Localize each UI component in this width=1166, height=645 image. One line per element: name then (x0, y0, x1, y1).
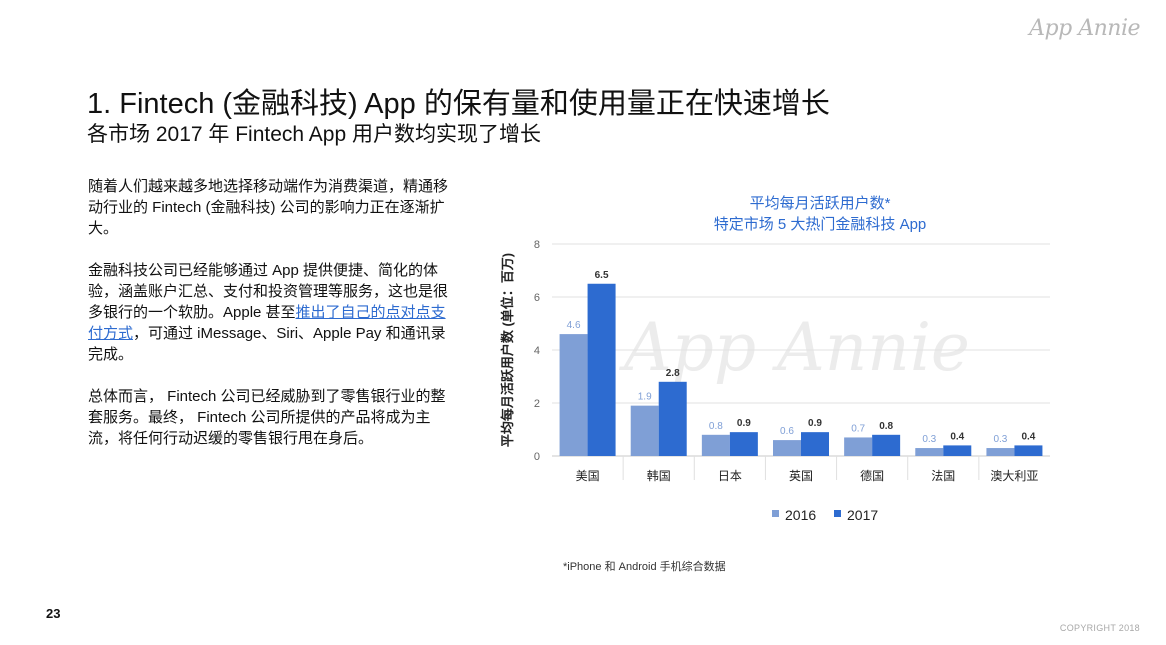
paragraph-2-text-a: 金融科技公司已经能够通过 App 提供便捷、简化的体验，涵盖账户汇总、支付和投资… (88, 262, 449, 321)
bar-2016-0 (559, 334, 588, 456)
bar-2016-2 (701, 434, 730, 456)
legend-label: 2017 (847, 507, 878, 523)
bar-2017-3 (801, 432, 829, 456)
paragraph-2: 金融科技公司已经能够通过 App 提供便捷、简化的体验，涵盖账户汇总、支付和投资… (88, 260, 460, 365)
data-label-2016: 0.3 (993, 434, 1007, 445)
legend-label: 2016 (785, 507, 816, 523)
data-label-2016: 0.6 (780, 426, 794, 437)
y-tick-label: 0 (534, 451, 540, 463)
bar-2016-5 (915, 448, 944, 456)
data-label-2016: 0.8 (709, 421, 723, 432)
x-tick-label: 日本 (718, 469, 742, 483)
y-axis-title: 平均每月活跃用户数 (单位：百万) (500, 253, 515, 447)
bar-2016-1 (630, 405, 659, 456)
x-tick-label: 德国 (860, 468, 884, 483)
app-annie-logo: App Annie (1029, 16, 1140, 41)
bar-2016-4 (844, 437, 873, 456)
page-subtitle: 各市场 2017 年 Fintech App 用户数均实现了增长 (87, 123, 541, 146)
x-tick-label: 澳大利亚 (990, 469, 1038, 483)
y-tick-label: 8 (534, 239, 540, 251)
x-tick-label: 美国 (576, 469, 600, 483)
data-label-2017: 0.4 (1021, 431, 1035, 442)
bar-2017-5 (943, 445, 972, 456)
chart-title: 平均每月活跃用户数* (749, 195, 891, 212)
copyright: COPYRIGHT 2018 (1059, 623, 1140, 633)
paragraph-3: 总体而言， Fintech 公司已经威胁到了零售银行业的整套服务。最终， Fin… (88, 388, 446, 447)
bar-2017-1 (658, 381, 687, 456)
bar-2017-6 (1014, 445, 1043, 456)
bar-chart: App Annie 0 2 4 6 8 平均每月活跃用户数 (单位：百万) 4.6 6.5 美国 1… (500, 239, 1050, 523)
y-tick-label: 6 (534, 292, 540, 304)
data-label-2016: 1.9 (638, 392, 652, 403)
bar-2017-4 (872, 434, 901, 456)
legend-swatch-2017 (834, 510, 841, 517)
paragraph-1: 随着人们越来越多地选择移动端作为消费渠道，精通移动行业的 Fintech (金融… (88, 178, 449, 237)
bar-2016-6 (986, 448, 1015, 456)
y-tick-label: 4 (534, 345, 540, 357)
data-label-2017: 2.8 (666, 368, 680, 379)
data-label-2017: 0.8 (879, 421, 893, 432)
bar-2016-3 (773, 440, 801, 456)
bar-2017-2 (729, 432, 758, 456)
x-tick-label: 韩国 (647, 468, 671, 483)
page-number: 23 (46, 606, 61, 621)
chart-subtitle: 特定市场 5 大热门金融科技 App (713, 216, 927, 233)
x-tick-label: 法国 (931, 469, 955, 483)
data-label-2017: 0.4 (950, 431, 964, 442)
bar-2017-0 (587, 283, 616, 456)
data-label-2016: 0.3 (922, 434, 936, 445)
legend-swatch-2016 (772, 510, 779, 517)
data-label-2017: 0.9 (808, 418, 822, 429)
x-tick-label: 英国 (789, 469, 813, 483)
data-label-2016: 0.7 (851, 423, 865, 434)
data-label-2016: 4.6 (567, 320, 581, 331)
footnote: *iPhone 和 Android 手机综合数据 (563, 561, 726, 573)
app-annie-watermark: App Annie (618, 309, 970, 386)
paragraph-2-text-b: ，可通过 iMessage、Siri、Apple Pay 和通讯录完成。 (88, 325, 446, 363)
data-label-2017: 0.9 (737, 418, 751, 429)
y-tick-label: 2 (534, 398, 540, 410)
body-text: 随着人们越来越多地选择移动端作为消费渠道，精通移动行业的 Fintech (金融… (88, 176, 460, 470)
page-title: 1. Fintech (金融科技) App 的保有量和使用量正在快速增长 (87, 88, 830, 120)
data-label-2017: 6.5 (595, 270, 609, 281)
peer-to-peer-payment-link[interactable]: 推出了自己的点对点支付方式 (88, 304, 446, 342)
